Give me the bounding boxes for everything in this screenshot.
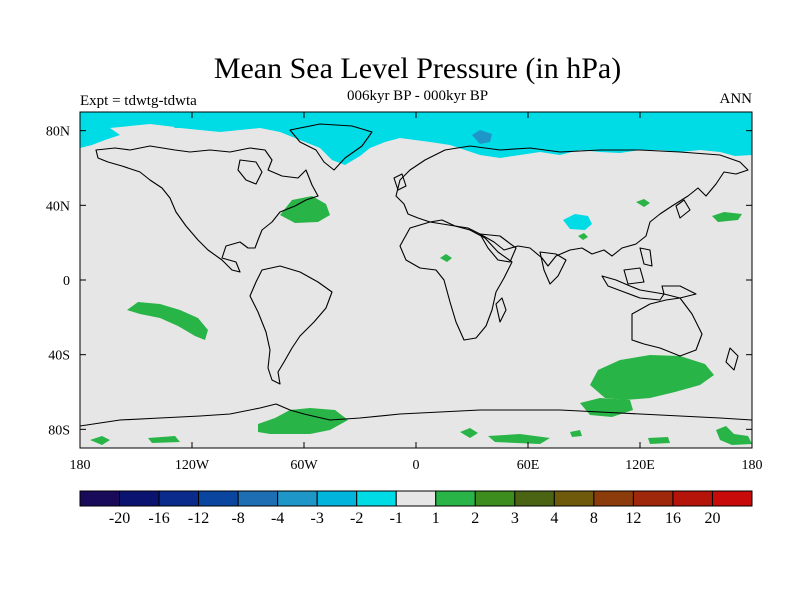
x-tick-label: 0 (413, 458, 420, 473)
coastlines (80, 123, 752, 427)
tibet-positive-spot (578, 233, 588, 240)
colorbar-box (672, 490, 713, 507)
antarctic-positive-1 (90, 436, 110, 445)
colorbar-box (711, 490, 753, 507)
y-tick-label: 80S (48, 423, 70, 438)
southern-indian-positive-tail (580, 398, 633, 417)
tibet-negative-region (563, 214, 592, 230)
south-pacific-positive (127, 302, 208, 340)
colorbar-label: 16 (665, 510, 681, 527)
colorbar-box (514, 490, 555, 507)
colorbar-box (553, 490, 595, 507)
chart-title: Mean Sea Level Pressure (in hPa) (213, 52, 622, 85)
antarctic-positive-5 (570, 430, 582, 437)
antarctic-positive-6 (648, 437, 670, 444)
colorbar-label: -4 (271, 510, 284, 527)
colorbar-box (79, 490, 121, 507)
weddell-positive (258, 408, 348, 434)
south-america-coast (249, 265, 333, 385)
africa-coast (399, 221, 513, 341)
india (539, 251, 567, 285)
australia-coast (631, 297, 703, 357)
colorbar-label: -16 (148, 510, 169, 527)
season-label: ANN (719, 91, 753, 107)
colorbar-label: 4 (550, 510, 558, 527)
new-zealand (725, 347, 739, 371)
x-tick-label: 180 (70, 458, 91, 473)
colorbar-label: 3 (511, 510, 519, 527)
mongolia-positive-spot (636, 199, 650, 207)
north-america-coast (95, 145, 319, 273)
africa-positive-spot (440, 254, 452, 262)
arctic-deeper-patch (472, 130, 492, 144)
colorbar-box (277, 490, 318, 507)
colorbar-label: -12 (188, 510, 209, 527)
colorbar-box (356, 490, 397, 507)
colorbar-box (198, 490, 239, 507)
arctic-light-patch (110, 124, 175, 136)
colorbar-label: 20 (704, 510, 720, 527)
colorbar-box (435, 490, 476, 507)
colorbar-box (474, 490, 516, 507)
y-tick-label: 40S (48, 349, 70, 364)
experiment-label: Expt = tdwtg-tdwta (80, 93, 197, 109)
colorbar-box (158, 490, 200, 507)
hudson-bay (237, 159, 263, 185)
y-tick-label: 0 (63, 274, 70, 289)
x-tick-label: 180 (742, 458, 763, 473)
colorbar-label: -3 (311, 510, 324, 527)
colorbar-box (593, 490, 634, 507)
colorbar-label: -1 (390, 510, 403, 527)
arabia (479, 233, 517, 263)
x-tick-label: 60E (517, 458, 540, 473)
map-axes: 180 120W 60W 0 60E 120E 180 80N 40N 0 40S 80S (46, 112, 763, 473)
southern-indian-positive (590, 355, 714, 400)
greenland (289, 123, 373, 171)
anomaly-fields (80, 112, 752, 445)
north-atlantic-positive (280, 196, 330, 223)
colorbar-box (632, 490, 674, 507)
chart-subtitle: 006kyr BP - 000kyr BP (346, 88, 489, 104)
antarctic-positive-2 (148, 436, 180, 443)
philippines (639, 247, 653, 267)
eurasia-coast (395, 145, 749, 267)
colorbar-box (395, 490, 437, 507)
british-isles (393, 173, 407, 191)
colorbar-label: 12 (625, 510, 641, 527)
colorbar-label: -8 (231, 510, 244, 527)
x-tick-label: 60W (290, 458, 318, 473)
colorbar-label: -20 (109, 510, 130, 527)
antarctic-positive-3 (460, 428, 478, 438)
colorbar-label: 1 (432, 510, 440, 527)
colorbar-box (237, 490, 279, 507)
x-tick-label: 120W (175, 458, 210, 473)
antarctic-positive-4 (488, 434, 550, 444)
antarctica-coast (80, 403, 752, 427)
borneo (623, 267, 645, 285)
madagascar (495, 297, 507, 323)
colorbar: -20 -16 -12 -8 -4 -3 -2 -1 1 2 3 4 8 12 16 20 (79, 490, 753, 527)
north-pacific-positive-spot (712, 212, 742, 222)
y-tick-label: 40N (46, 199, 70, 214)
colorbar-box (119, 490, 160, 507)
x-tick-label: 120E (625, 458, 655, 473)
japan (675, 199, 691, 219)
colorbar-box (316, 490, 358, 507)
colorbar-label: 8 (590, 510, 598, 527)
colorbar-label: 2 (471, 510, 479, 527)
y-tick-label: 80N (46, 125, 70, 140)
colorbar-label: -2 (350, 510, 363, 527)
antarctic-positive-7 (716, 426, 752, 445)
new-guinea (661, 285, 697, 299)
arctic-negative-region (80, 112, 752, 165)
